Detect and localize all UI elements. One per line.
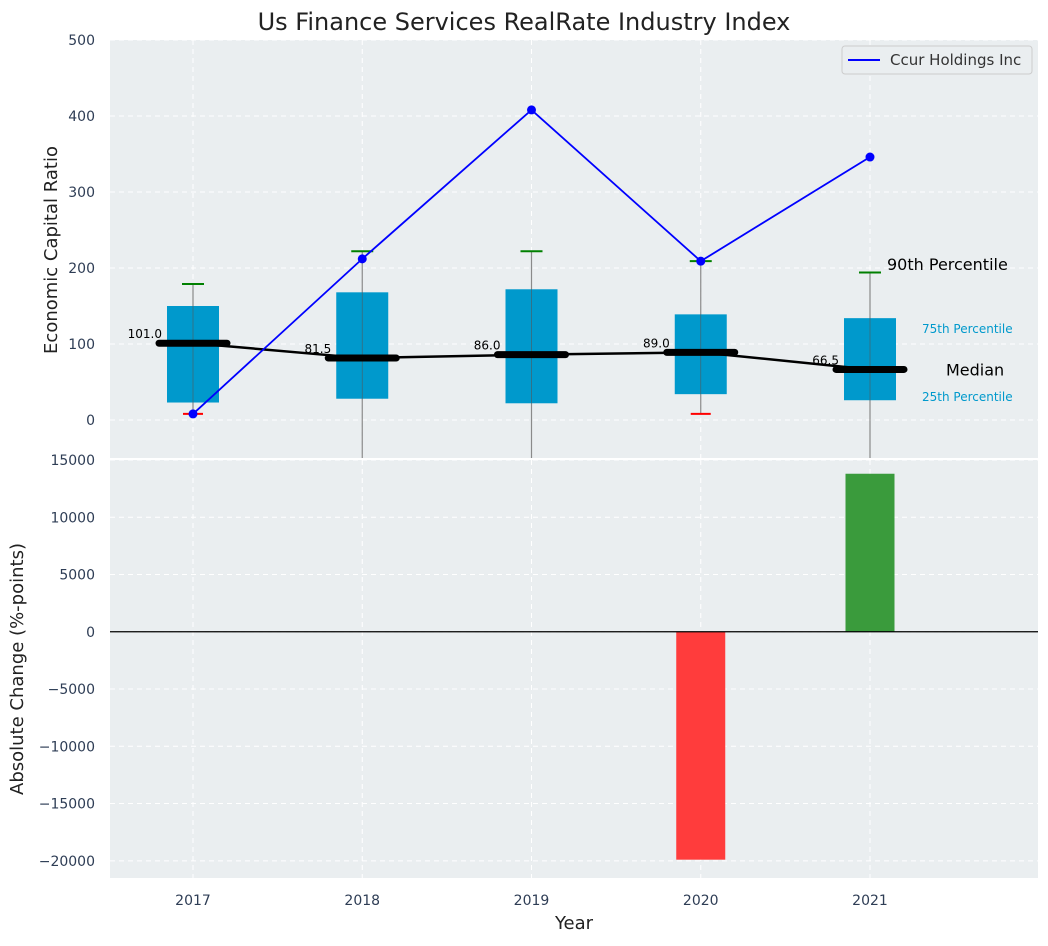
median-line-layer [192,341,871,371]
bottom-y-tick-label: 15000 [50,453,95,469]
median-labels-layer: 101.0 81.5 86.0 89.0 66.5 [128,327,839,367]
p25-annotation: 25th Percentile [922,390,1013,404]
median-value-label: 66.5 [812,353,839,367]
bottom-y-tick-label: −15000 [39,797,95,813]
bottom-y-tick-label: −5000 [48,682,95,698]
company-point [188,409,198,419]
median-trend-line [192,341,871,371]
top-y-tick-labels: 0 100 200 300 400 500 [68,33,95,429]
median-value-label: 81.5 [305,342,332,356]
x-tick-label: 2017 [175,893,211,909]
median-value-label: 86.0 [474,339,501,353]
bottom-gridlines [110,459,1038,878]
top-plot-area [110,40,1038,458]
boxes-layer [155,250,908,458]
x-axis-title: Year [554,913,594,934]
percentile-annotations: 90th Percentile 75th Percentile Median 25th… [887,255,1013,404]
top-y-tick-label: 200 [68,261,95,277]
bottom-y-tick-label: −20000 [39,854,95,870]
legend-box [841,45,1033,75]
top-y-tick-label: 100 [68,337,95,353]
x-tick-label: 2018 [344,893,380,909]
legend[interactable]: Ccur Holdings Inc [841,45,1033,75]
top-y-tick-label: 400 [68,109,95,125]
bottom-y-tick-label: 10000 [50,510,95,526]
median-value-label: 101.0 [128,327,162,341]
company-point [865,152,875,162]
bottom-plot-area [110,460,1038,878]
bottom-y-tick-labels: −20000 −15000 −10000 −5000 0 5000 10000 15000 [39,453,95,870]
top-gridlines [110,39,1038,458]
p90-annotation: 90th Percentile [887,255,1008,274]
bottom-y-tick-label: −10000 [39,739,95,755]
top-y-tick-label: 500 [68,33,95,49]
x-tick-labels: 2017 2018 2019 2020 2021 [175,893,888,909]
top-y-tick-label: 0 [86,413,95,429]
company-point [527,105,536,115]
x-tick-label: 2021 [852,893,888,909]
company-point [357,254,367,264]
bottom-y-axis-title: Absolute Change (%-points) [7,543,28,795]
x-tick-label: 2020 [683,893,719,909]
company-point [696,256,706,266]
chart-title: Us Finance Services RealRate Industry In… [258,8,791,36]
median-annotation: Median [946,360,1004,379]
legend-entry-ccur: Ccur Holdings Inc [890,51,1021,69]
median-value-label: 89.0 [643,336,670,350]
top-y-tick-label: 300 [68,185,95,201]
bottom-y-tick-label: 0 [86,625,95,641]
change-bars-layer [676,473,895,860]
change-bar [676,631,726,860]
change-bar [845,473,895,632]
x-tick-label: 2019 [514,893,550,909]
company-series-layer [188,105,875,419]
p75-annotation: 75th Percentile [922,322,1013,336]
bottom-y-tick-label: 5000 [59,568,95,584]
top-y-axis-title: Economic Capital Ratio [41,146,62,354]
